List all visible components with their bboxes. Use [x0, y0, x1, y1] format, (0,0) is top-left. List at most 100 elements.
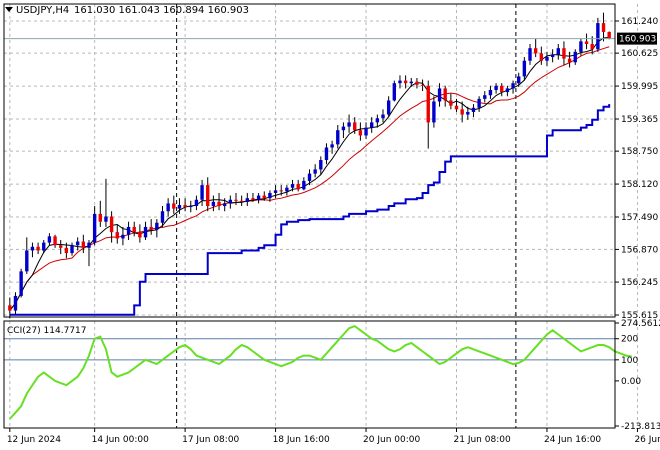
triangle-down-icon[interactable] [5, 7, 13, 12]
candle [590, 36, 594, 55]
candle-body [460, 109, 464, 115]
candle-body [601, 23, 606, 32]
candle-body [528, 48, 532, 61]
candle [228, 195, 233, 209]
candle [313, 164, 317, 178]
candle-body [370, 122, 374, 128]
candle [471, 104, 476, 118]
candle-body [494, 85, 498, 90]
candle-body [155, 222, 159, 230]
candle [8, 297, 12, 319]
candle [601, 12, 606, 42]
price-tick-label: 160.625 [621, 49, 658, 59]
candle [155, 219, 159, 238]
candle-body [189, 206, 193, 208]
candle [500, 83, 504, 97]
cci-path [9, 324, 632, 420]
price-tick-label: 156.245 [621, 278, 658, 288]
slow-ma-path [9, 46, 610, 311]
candle-body [132, 226, 136, 233]
cci-level-lines [4, 338, 615, 361]
price-axis[interactable]: 161.240 160.625 159.995 159.365 158.750 158.1… [615, 17, 658, 321]
candle-body [200, 185, 204, 200]
candle [251, 192, 255, 202]
candle [268, 190, 272, 202]
candle-body [398, 80, 402, 84]
candle [403, 75, 408, 89]
candle [336, 125, 340, 149]
trailing-stop-path [9, 104, 611, 316]
candle-body [53, 236, 57, 246]
candle [279, 185, 283, 196]
candle-body [324, 147, 329, 161]
candle [505, 85, 510, 97]
candle-body [160, 211, 165, 223]
candle-body [477, 98, 481, 108]
candle [370, 117, 374, 133]
candle-body [330, 144, 334, 148]
candle [81, 234, 86, 254]
candle-body [239, 200, 244, 202]
candle-body [256, 195, 261, 200]
candle-body [138, 232, 142, 238]
candle [262, 191, 266, 201]
candle-body [319, 160, 323, 170]
candle [36, 242, 40, 255]
candle-body [183, 204, 187, 208]
cci-tick-label: 274.5612 [621, 319, 660, 329]
candle-body [381, 114, 385, 119]
candle-body [104, 216, 108, 222]
candle-body [290, 184, 295, 188]
candle [567, 51, 572, 68]
candle-body [285, 187, 289, 192]
cci-axis[interactable]: 274.5612 200 100 0.00 -213.8133 [615, 319, 660, 432]
cci-panel[interactable]: CCI(27) 114.7717 274.5612 200 100 0.00 -213.… [3, 319, 660, 432]
time-tick-label: 12 Jun 2024 [7, 435, 61, 445]
candle [420, 79, 425, 92]
current-price-tag-bg [617, 32, 657, 45]
candle-body [403, 80, 408, 84]
candle [460, 101, 464, 123]
candle-body [25, 250, 29, 272]
cci-tick-label: 0.00 [621, 377, 641, 387]
candle [330, 140, 334, 154]
candle-body [211, 201, 216, 207]
candle-body [47, 236, 52, 243]
candle [364, 122, 368, 140]
candle [290, 179, 295, 192]
candle [454, 98, 459, 112]
candle-body [19, 271, 23, 296]
candle [109, 211, 114, 243]
candle [596, 17, 600, 52]
cci-label: CCI(27) 114.7717 [7, 326, 87, 336]
cci-tick-label: 200 [621, 335, 638, 345]
candle [539, 46, 544, 65]
candle-body [466, 111, 470, 115]
candle [53, 234, 57, 248]
candle-body [245, 198, 249, 202]
candle [143, 221, 148, 240]
symbol-header[interactable]: USDJPY,H4 161.030 161.043 160.894 160.90… [5, 5, 249, 16]
candle-body [279, 190, 283, 192]
candle [437, 83, 442, 107]
time-tick-label: 21 Jun 08:00 [454, 435, 511, 445]
candle [194, 195, 199, 211]
candle [211, 195, 216, 212]
candle [160, 206, 165, 227]
symbol-label: USDJPY,H4 [16, 5, 69, 16]
candle [358, 122, 363, 141]
time-tick-label: 17 Jun 08:00 [182, 435, 239, 445]
price-panel[interactable]: USDJPY,H4 161.030 161.043 160.894 160.90… [3, 3, 660, 321]
candle-body [420, 84, 425, 86]
candle [545, 51, 549, 66]
candle [121, 226, 125, 246]
candle [573, 49, 577, 65]
candle [59, 239, 63, 255]
candle-body [59, 245, 63, 248]
candle-body [522, 60, 527, 77]
candle [239, 195, 244, 207]
time-axis[interactable]: 12 Jun 2024 14 Jun 00:00 17 Jun 08:00 18 Ju… [7, 428, 660, 445]
candle-body [567, 58, 572, 63]
candle-body [505, 88, 510, 93]
